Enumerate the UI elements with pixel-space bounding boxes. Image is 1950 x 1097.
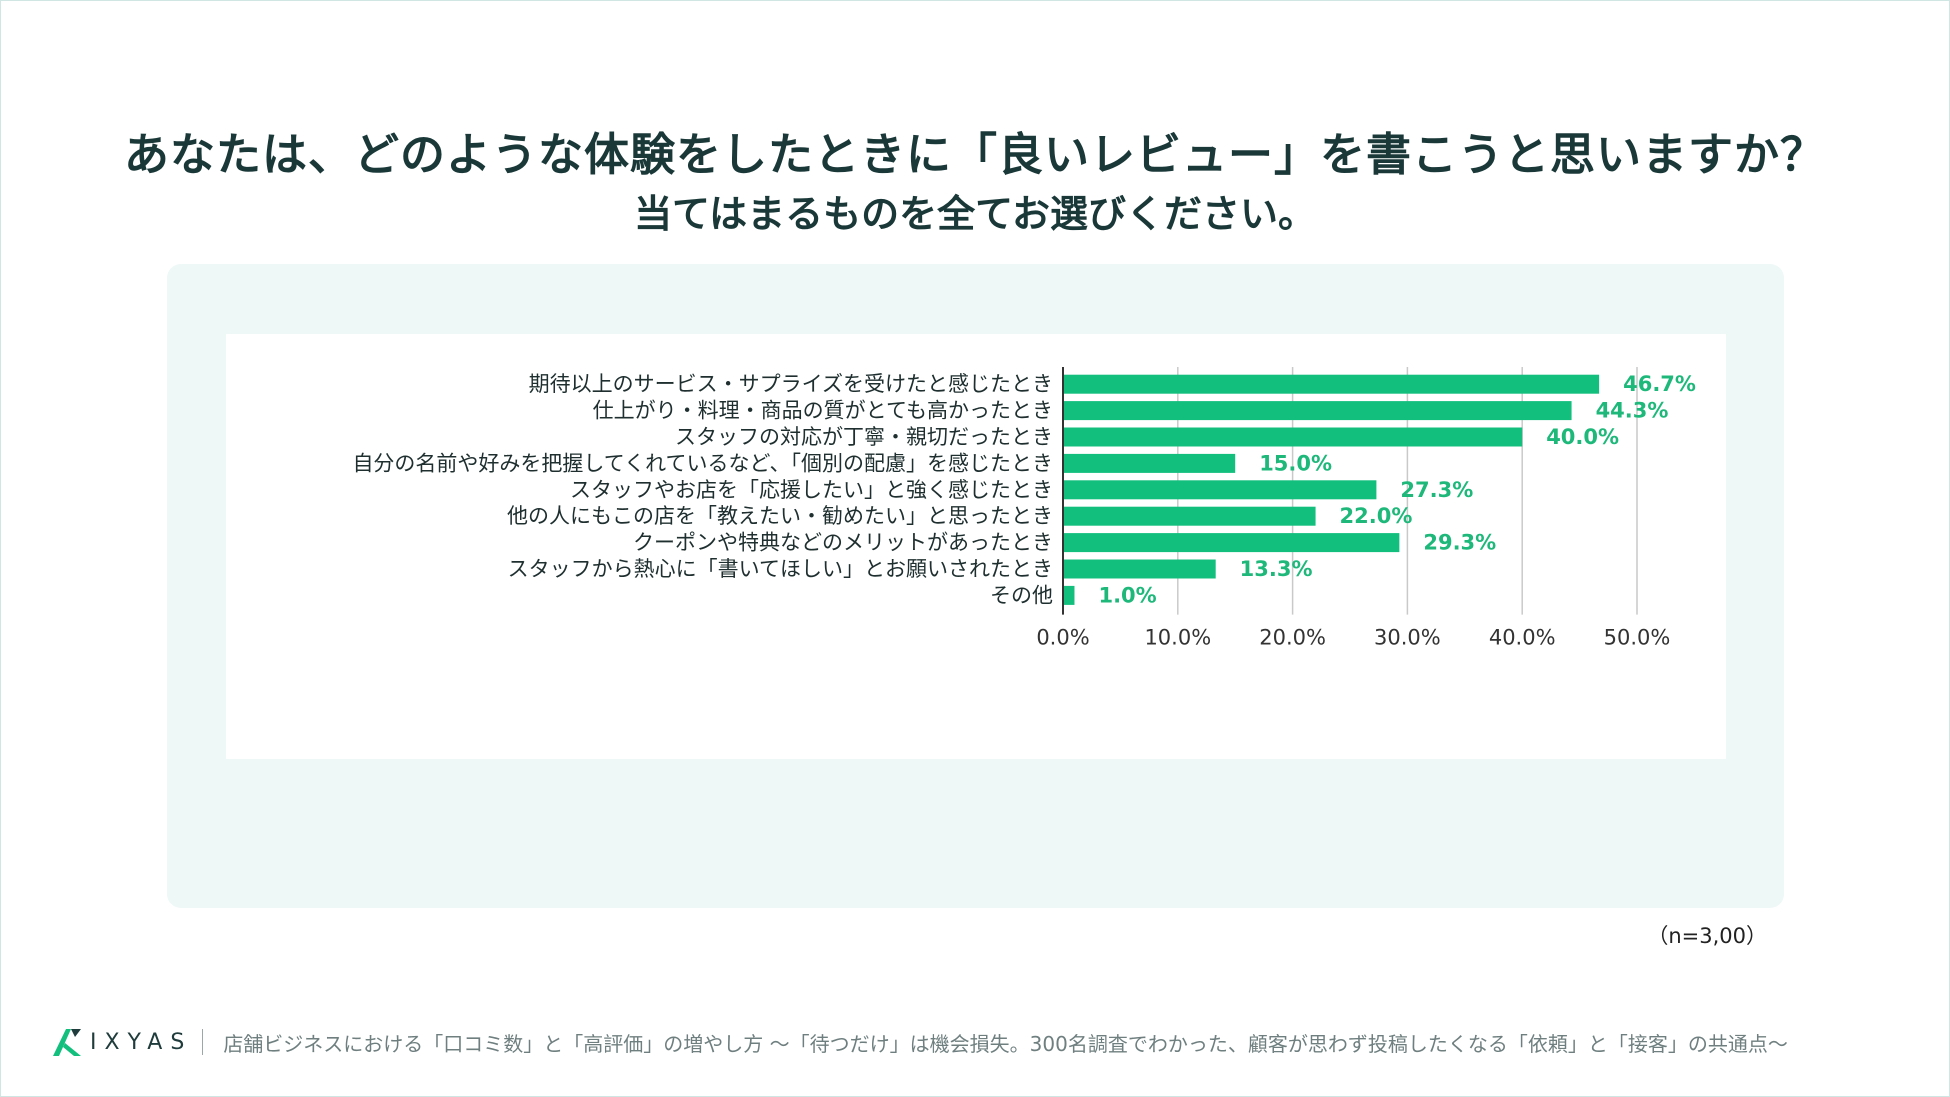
- x-tick-label: 50.0%: [1604, 626, 1671, 650]
- category-label: 仕上がり・料理・商品の質がとても高かったとき: [593, 399, 1053, 423]
- value-label: 44.3%: [1596, 399, 1669, 423]
- category-label: スタッフから熱心に「書いてほしい」とお願いされたとき: [508, 557, 1053, 581]
- x-tick-label: 20.0%: [1259, 626, 1326, 650]
- page-subtitle: 当てはまるものを全てお選びください。: [633, 192, 1317, 236]
- bar: [1064, 506, 1316, 526]
- bar: [1064, 480, 1377, 500]
- footer-divider: [202, 1029, 204, 1055]
- category-label: スタッフの対応が丁寧・親切だったとき: [675, 425, 1053, 449]
- category-label: その他: [990, 583, 1053, 607]
- footer-text: 店舗ビジネスにおける「口コミ数」と「高評価」の増やし方 〜「待つだけ」は機会損失…: [223, 1031, 1788, 1056]
- brand-logo: IXYAS: [50, 1025, 192, 1059]
- category-label: 自分の名前や好みを把握してくれているなど、「個別の配慮」を感じたとき: [352, 451, 1053, 475]
- x-tick-label: 30.0%: [1374, 626, 1441, 650]
- value-label: 13.3%: [1240, 557, 1313, 581]
- bar: [1064, 374, 1600, 394]
- category-label: スタッフやお店を「応援したい」と強く感じたとき: [570, 478, 1053, 502]
- bar: [1064, 427, 1523, 447]
- value-label: 46.7%: [1623, 372, 1696, 396]
- x-tick-label: 10.0%: [1144, 626, 1211, 650]
- category-label: 期待以上のサービス・サプライズを受けたと感じたとき: [529, 372, 1053, 396]
- category-label: クーポンや特典などのメリットがあったとき: [633, 531, 1053, 555]
- value-label: 29.3%: [1423, 531, 1496, 555]
- bar: [1064, 559, 1216, 579]
- value-label: 27.3%: [1400, 478, 1473, 502]
- page-title: あなたは、どのような体験をしたときに「良いレビュー」を書こうと思いますか？: [123, 128, 1826, 181]
- value-label: 40.0%: [1546, 425, 1619, 449]
- bar: [1064, 533, 1400, 553]
- x-tick-label: 0.0%: [1036, 626, 1089, 650]
- bar: [1064, 401, 1572, 421]
- bar: [1064, 453, 1236, 473]
- brand-name: IXYAS: [90, 1029, 193, 1055]
- ixyas-logo-icon: [53, 1029, 81, 1056]
- bar-chart: 期待以上のサービス・サプライズを受けたと感じたとき 46.7% 仕上がり・料理・商品…: [352, 367, 1696, 650]
- value-label: 22.0%: [1340, 504, 1413, 528]
- value-label: 15.0%: [1259, 451, 1332, 475]
- plot-card: 期待以上のサービス・サプライズを受けたと感じたとき 46.7% 仕上がり・料理・商品…: [226, 334, 1726, 759]
- category-label: 他の人にもこの店を「教えたい・勧めたい」と思ったとき: [507, 504, 1053, 528]
- bar: [1064, 585, 1075, 605]
- footer: IXYAS 店舗ビジネスにおける「口コミ数」と「高評価」の増やし方 〜「待つだけ…: [50, 1025, 1788, 1059]
- sample-size-note: （n=3,00）: [1647, 924, 1767, 948]
- x-tick-label: 40.0%: [1489, 626, 1556, 650]
- value-label: 1.0%: [1098, 583, 1156, 607]
